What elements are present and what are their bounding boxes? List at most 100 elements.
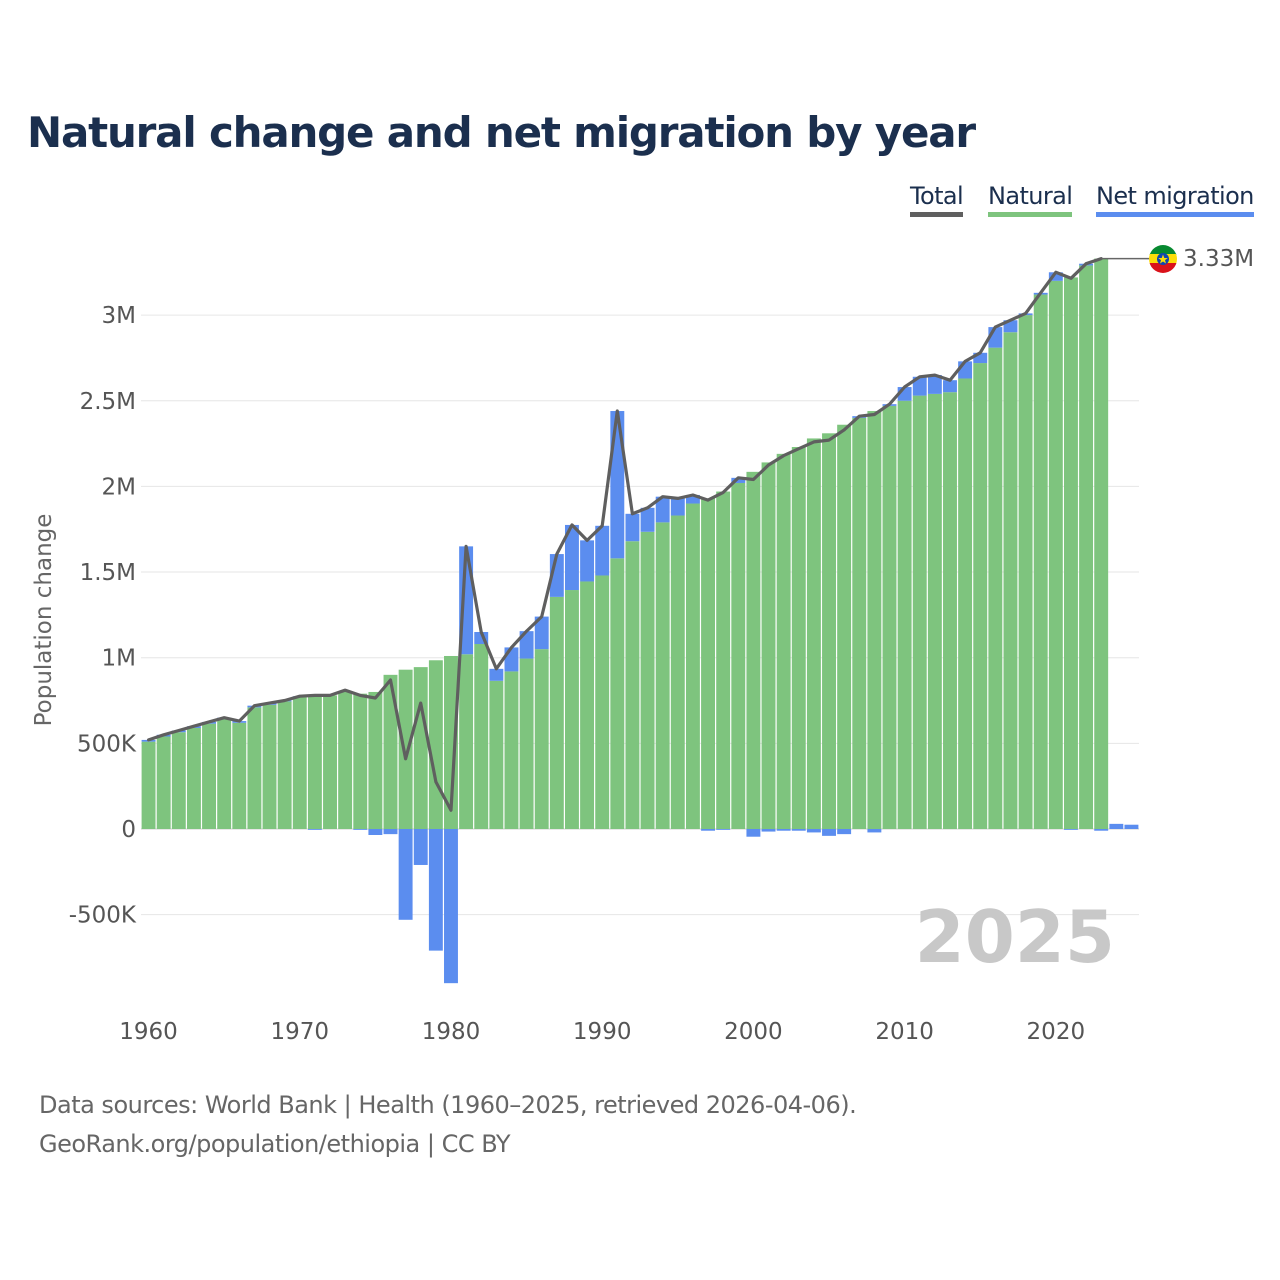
x-tick-label: 1990 — [573, 1019, 632, 1045]
natural-bar — [413, 667, 428, 829]
net-migration-bar — [701, 829, 716, 831]
bars-layer — [141, 258, 1139, 984]
x-tick-label: 1960 — [119, 1019, 178, 1045]
net-migration-bar — [474, 632, 489, 644]
natural-bar — [943, 392, 957, 829]
natural-bar — [670, 515, 685, 829]
legend-net-label: Net migration — [1096, 182, 1254, 210]
natural-bar — [549, 596, 564, 829]
net-migration-bar — [1003, 320, 1018, 333]
natural-bar — [247, 707, 262, 829]
natural-bar — [973, 363, 988, 829]
natural-bar — [564, 590, 579, 829]
net-migration-bar — [383, 829, 398, 835]
net-migration-bar — [867, 829, 882, 833]
net-migration-bar — [444, 829, 458, 984]
legend-total-swatch — [910, 212, 964, 217]
natural-bar — [262, 704, 277, 829]
natural-bar — [852, 417, 867, 829]
natural-bar — [640, 531, 655, 829]
net-migration-bar — [927, 375, 942, 394]
legend-natural[interactable]: Natural — [988, 182, 1073, 220]
natural-bar — [882, 405, 897, 829]
x-tick-label: 2020 — [1027, 1019, 1086, 1045]
natural-bar — [444, 655, 458, 829]
net-migration-bar — [776, 829, 791, 831]
y-tick-label: -500K — [69, 903, 137, 929]
legend-total-label: Total — [910, 182, 964, 210]
natural-bar — [761, 462, 776, 829]
y-axis-label: Population change — [31, 514, 57, 727]
net-migration-bar — [610, 411, 625, 559]
net-migration-bar — [1124, 824, 1139, 829]
natural-bar — [459, 654, 474, 829]
natural-bar — [610, 558, 625, 829]
natural-bar — [186, 727, 201, 829]
net-migration-bar — [564, 524, 579, 591]
natural-bar — [141, 741, 156, 829]
natural-bar — [1003, 332, 1018, 829]
natural-bar — [156, 736, 171, 829]
natural-bar — [912, 395, 927, 829]
footer-attribution: GeoRank.org/population/ethiopia | CC BY — [39, 1130, 511, 1158]
natural-bar — [746, 471, 761, 829]
net-migration-bar — [670, 498, 685, 516]
natural-bar — [383, 674, 398, 829]
net-migration-bar — [640, 507, 655, 532]
natural-bar — [323, 695, 337, 829]
natural-bar — [867, 411, 882, 829]
net-migration-bar — [1063, 829, 1078, 830]
net-migration-bar — [519, 631, 534, 659]
natural-bar — [292, 697, 307, 829]
natural-bar — [428, 660, 443, 829]
net-migration-bar — [428, 829, 443, 951]
net-migration-bar — [413, 829, 428, 865]
net-migration-bar — [595, 525, 610, 576]
natural-bar — [837, 424, 852, 829]
net-migration-bar — [791, 829, 806, 831]
x-tick-label: 1980 — [422, 1019, 481, 1045]
x-tick-label: 2000 — [724, 1019, 783, 1045]
natural-bar — [217, 719, 232, 829]
net-migration-bar — [625, 513, 640, 542]
y-axis: -500K 0 500K 1M 1.5M 2M 2.5M 3M — [69, 303, 137, 929]
gridlines — [141, 314, 1139, 916]
natural-bar — [897, 400, 912, 829]
natural-bar — [1033, 294, 1048, 829]
legend-net-swatch — [1096, 212, 1254, 217]
natural-bar — [791, 447, 806, 829]
net-migration-bar — [353, 829, 368, 830]
natural-bar — [655, 522, 670, 829]
natural-bar — [595, 575, 610, 829]
net-migration-bar — [973, 352, 988, 364]
net-migration-bar — [912, 376, 927, 396]
natural-bar — [1048, 280, 1063, 830]
natural-bar — [958, 378, 973, 829]
natural-bar — [580, 581, 595, 829]
net-migration-bar — [1094, 829, 1109, 831]
total-line — [147, 257, 1103, 812]
net-migration-bar — [504, 647, 519, 672]
legend-total[interactable]: Total — [910, 182, 964, 220]
net-migration-bar — [685, 494, 700, 504]
footer-sources: Data sources: World Bank | Health (1960–… — [39, 1091, 857, 1119]
net-migration-bar — [943, 380, 957, 393]
natural-bar — [988, 347, 1003, 829]
natural-bar — [474, 643, 489, 829]
natural-bar — [368, 691, 383, 829]
net-migration-bar — [1048, 272, 1063, 281]
net-migration-bar — [307, 829, 322, 830]
natural-bar — [534, 649, 549, 829]
natural-bar — [701, 498, 716, 829]
legend-net-migration[interactable]: Net migration — [1096, 182, 1254, 220]
natural-bar — [353, 693, 368, 829]
natural-bar — [489, 680, 504, 829]
natural-bar — [1094, 258, 1109, 829]
x-tick-label: 1970 — [270, 1019, 329, 1045]
natural-bar — [716, 491, 731, 829]
ethiopia-flag-icon — [1149, 245, 1177, 273]
natural-bar — [685, 503, 700, 829]
net-migration-bar — [534, 616, 549, 650]
natural-bar — [806, 438, 821, 829]
